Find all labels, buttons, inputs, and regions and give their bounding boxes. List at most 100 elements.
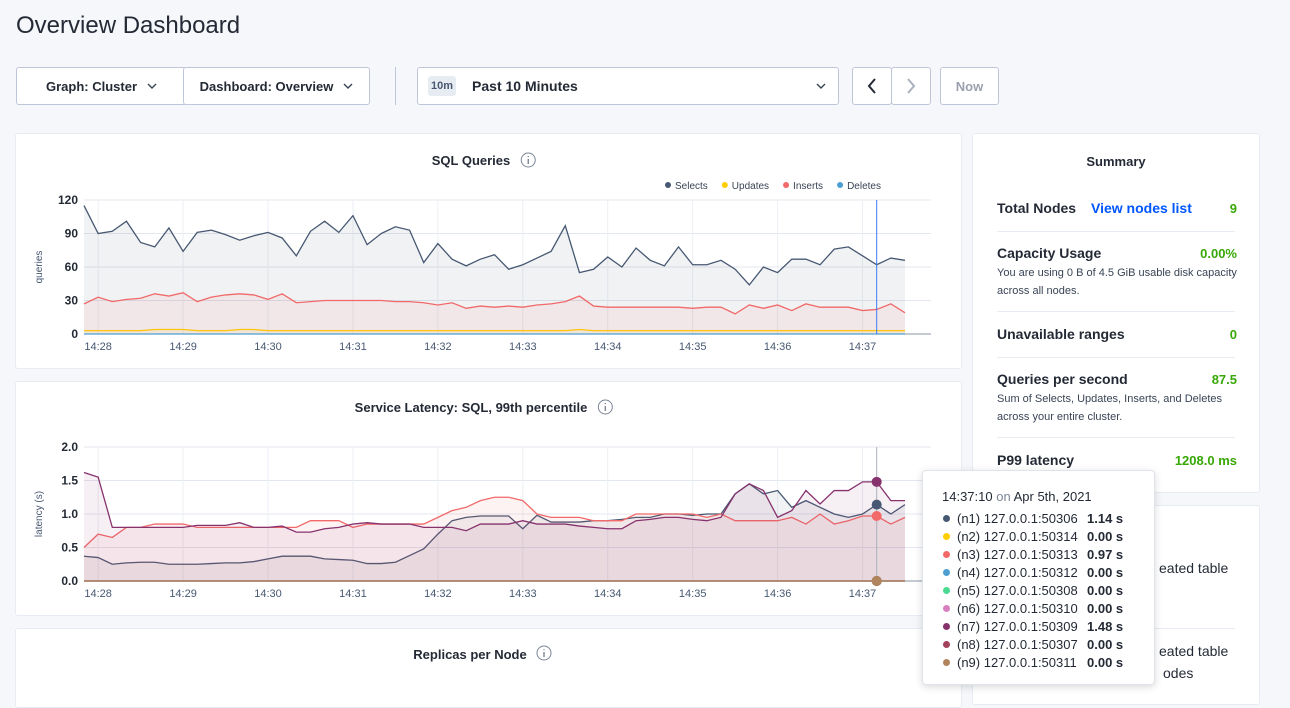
x-tick-label: 14:30 [254, 341, 282, 353]
line [83, 483, 906, 565]
hover-dot [871, 476, 882, 487]
tooltip-on: on [996, 489, 1011, 504]
latency-card: Service Latency: SQL, 99th percentile lat… [15, 381, 962, 616]
tooltip-dot [943, 533, 950, 540]
x-tick-label: 14:28 [84, 588, 112, 600]
dashboard-dropdown[interactable]: Dashboard: Overview [183, 67, 370, 105]
area [84, 472, 905, 581]
divider [395, 67, 396, 105]
prev-button[interactable] [852, 67, 892, 105]
x-tick-label: 14:31 [339, 341, 367, 353]
unavailable-value: 0 [1229, 327, 1237, 342]
chevron [147, 83, 157, 89]
x-tick-label: 14:36 [764, 341, 792, 353]
event-text: odes [1163, 665, 1194, 681]
legend-label: Updates [732, 181, 769, 192]
line [83, 471, 905, 533]
info-icon[interactable] [536, 645, 552, 661]
total-nodes-label: Total Nodes [997, 200, 1077, 216]
tooltip-dot [943, 551, 950, 558]
y-tick-label: 60 [65, 260, 79, 274]
hover-dot [871, 576, 882, 586]
y-tick-label: 30 [65, 294, 79, 308]
tooltip-label: (n1) 127.0.0.1:50306 [957, 511, 1078, 526]
line [83, 291, 906, 315]
x-tick-label: 14:35 [679, 341, 707, 353]
y-tick-label: 120 [58, 193, 78, 207]
x-tick-label: 14:37 [849, 588, 877, 600]
tooltip-label: (n9) 127.0.0.1:50311 [957, 655, 1077, 670]
tooltip-label: (n6) 127.0.0.1:50310 [957, 601, 1078, 616]
time-range: Past 10 Minutes [472, 78, 578, 94]
area [84, 205, 905, 334]
qps-note: Sum of Selects, Updates, Inserts, and De… [997, 393, 1223, 423]
legend-swatch [721, 182, 728, 188]
legend-swatch [783, 182, 790, 188]
y-tick-label: 2.0 [61, 440, 78, 454]
summary-card: Summary Total Nodes View nodes list 9 Ca… [972, 133, 1260, 493]
time-badge: 10m [428, 76, 457, 96]
x-tick-label: 14:30 [254, 588, 282, 600]
y-axis-label: queries [34, 251, 45, 284]
x-tick-label: 14:32 [424, 341, 452, 353]
tooltip-value: 1.14 s [1087, 511, 1124, 526]
line [83, 205, 906, 286]
separator [997, 357, 1235, 358]
p99-label: P99 latency [997, 452, 1075, 468]
x-tick-label: 14:33 [509, 341, 537, 353]
x-tick-label: 14:33 [509, 588, 537, 600]
y-tick-label: 0.5 [61, 541, 78, 555]
info-icon [520, 152, 536, 168]
y-axis-label: latency (s) [34, 491, 45, 537]
x-tick-label: 14:28 [84, 341, 112, 353]
replicas-card: Replicas per Node [15, 628, 962, 708]
tooltip-value: 0.00 s [1087, 637, 1124, 652]
summary-title: Summary [1086, 154, 1146, 169]
page: Overview Dashboard {"header":{"title":"O… [15, 12, 1260, 708]
legend-swatch [837, 182, 844, 188]
tooltip-time: 14:37:10 [942, 489, 993, 504]
x-tick-label: 14:37 [849, 341, 877, 353]
y-tick-label: 1.5 [61, 474, 78, 488]
page-title: Overview Dashboard [16, 12, 241, 39]
tooltip-value: 0.00 s [1087, 583, 1124, 598]
event-text: eated table [1159, 643, 1229, 659]
y-tick-label: 0 [71, 327, 78, 341]
qps-value: 87.5 [1211, 372, 1237, 387]
replicas-title: Replicas per Node [413, 647, 527, 662]
now-button[interactable]: Now [940, 67, 999, 105]
y-tick-label: 1.0 [61, 507, 78, 521]
capacity-value: 0.00% [1200, 246, 1237, 261]
separator [997, 231, 1235, 232]
time-range-dropdown[interactable]: 10m Past 10 Minutes [417, 67, 839, 105]
tooltip-value: 0.97 s [1087, 547, 1124, 562]
tooltip-dot [943, 569, 950, 576]
tooltip: 14:37:10 on Apr 5th, 2021 (n1) 127.0.0.1… [922, 470, 1155, 685]
chevron [816, 83, 826, 89]
hover-dot [871, 499, 882, 510]
tooltip-label: (n4) 127.0.0.1:50312 [957, 565, 1078, 580]
p99-value: 1208.0 ms [1174, 453, 1237, 468]
y-tick-label: 90 [65, 227, 79, 241]
x-tick-label: 14:35 [679, 588, 707, 600]
tooltip-value: 0.00 s [1087, 565, 1124, 580]
separator [997, 311, 1235, 312]
chevron [343, 83, 353, 89]
capacity-label: Capacity Usage [997, 245, 1102, 261]
hover-dot [871, 511, 882, 522]
chart-title: Service Latency: SQL, 99th percentile [355, 400, 588, 415]
x-tick-label: 14:29 [169, 588, 197, 600]
area [84, 497, 905, 581]
graph-dropdown[interactable]: Graph: Cluster [16, 67, 187, 105]
y-tick-label: 0.0 [61, 574, 78, 588]
tooltip-label: (n7) 127.0.0.1:50309 [957, 619, 1078, 634]
legend-label: Selects [675, 181, 708, 192]
info-icon [597, 399, 613, 415]
dashboard: Overview Dashboard Graph: Cluster Dashbo… [15, 12, 1260, 708]
chart-title: SQL Queries [432, 153, 511, 168]
tooltip-dot [943, 605, 950, 612]
next-button[interactable] [891, 67, 931, 105]
arrow-right [907, 78, 916, 94]
tooltip-label: (n5) 127.0.0.1:50308 [957, 583, 1078, 598]
nodes-link[interactable]: View nodes list [1091, 200, 1192, 216]
